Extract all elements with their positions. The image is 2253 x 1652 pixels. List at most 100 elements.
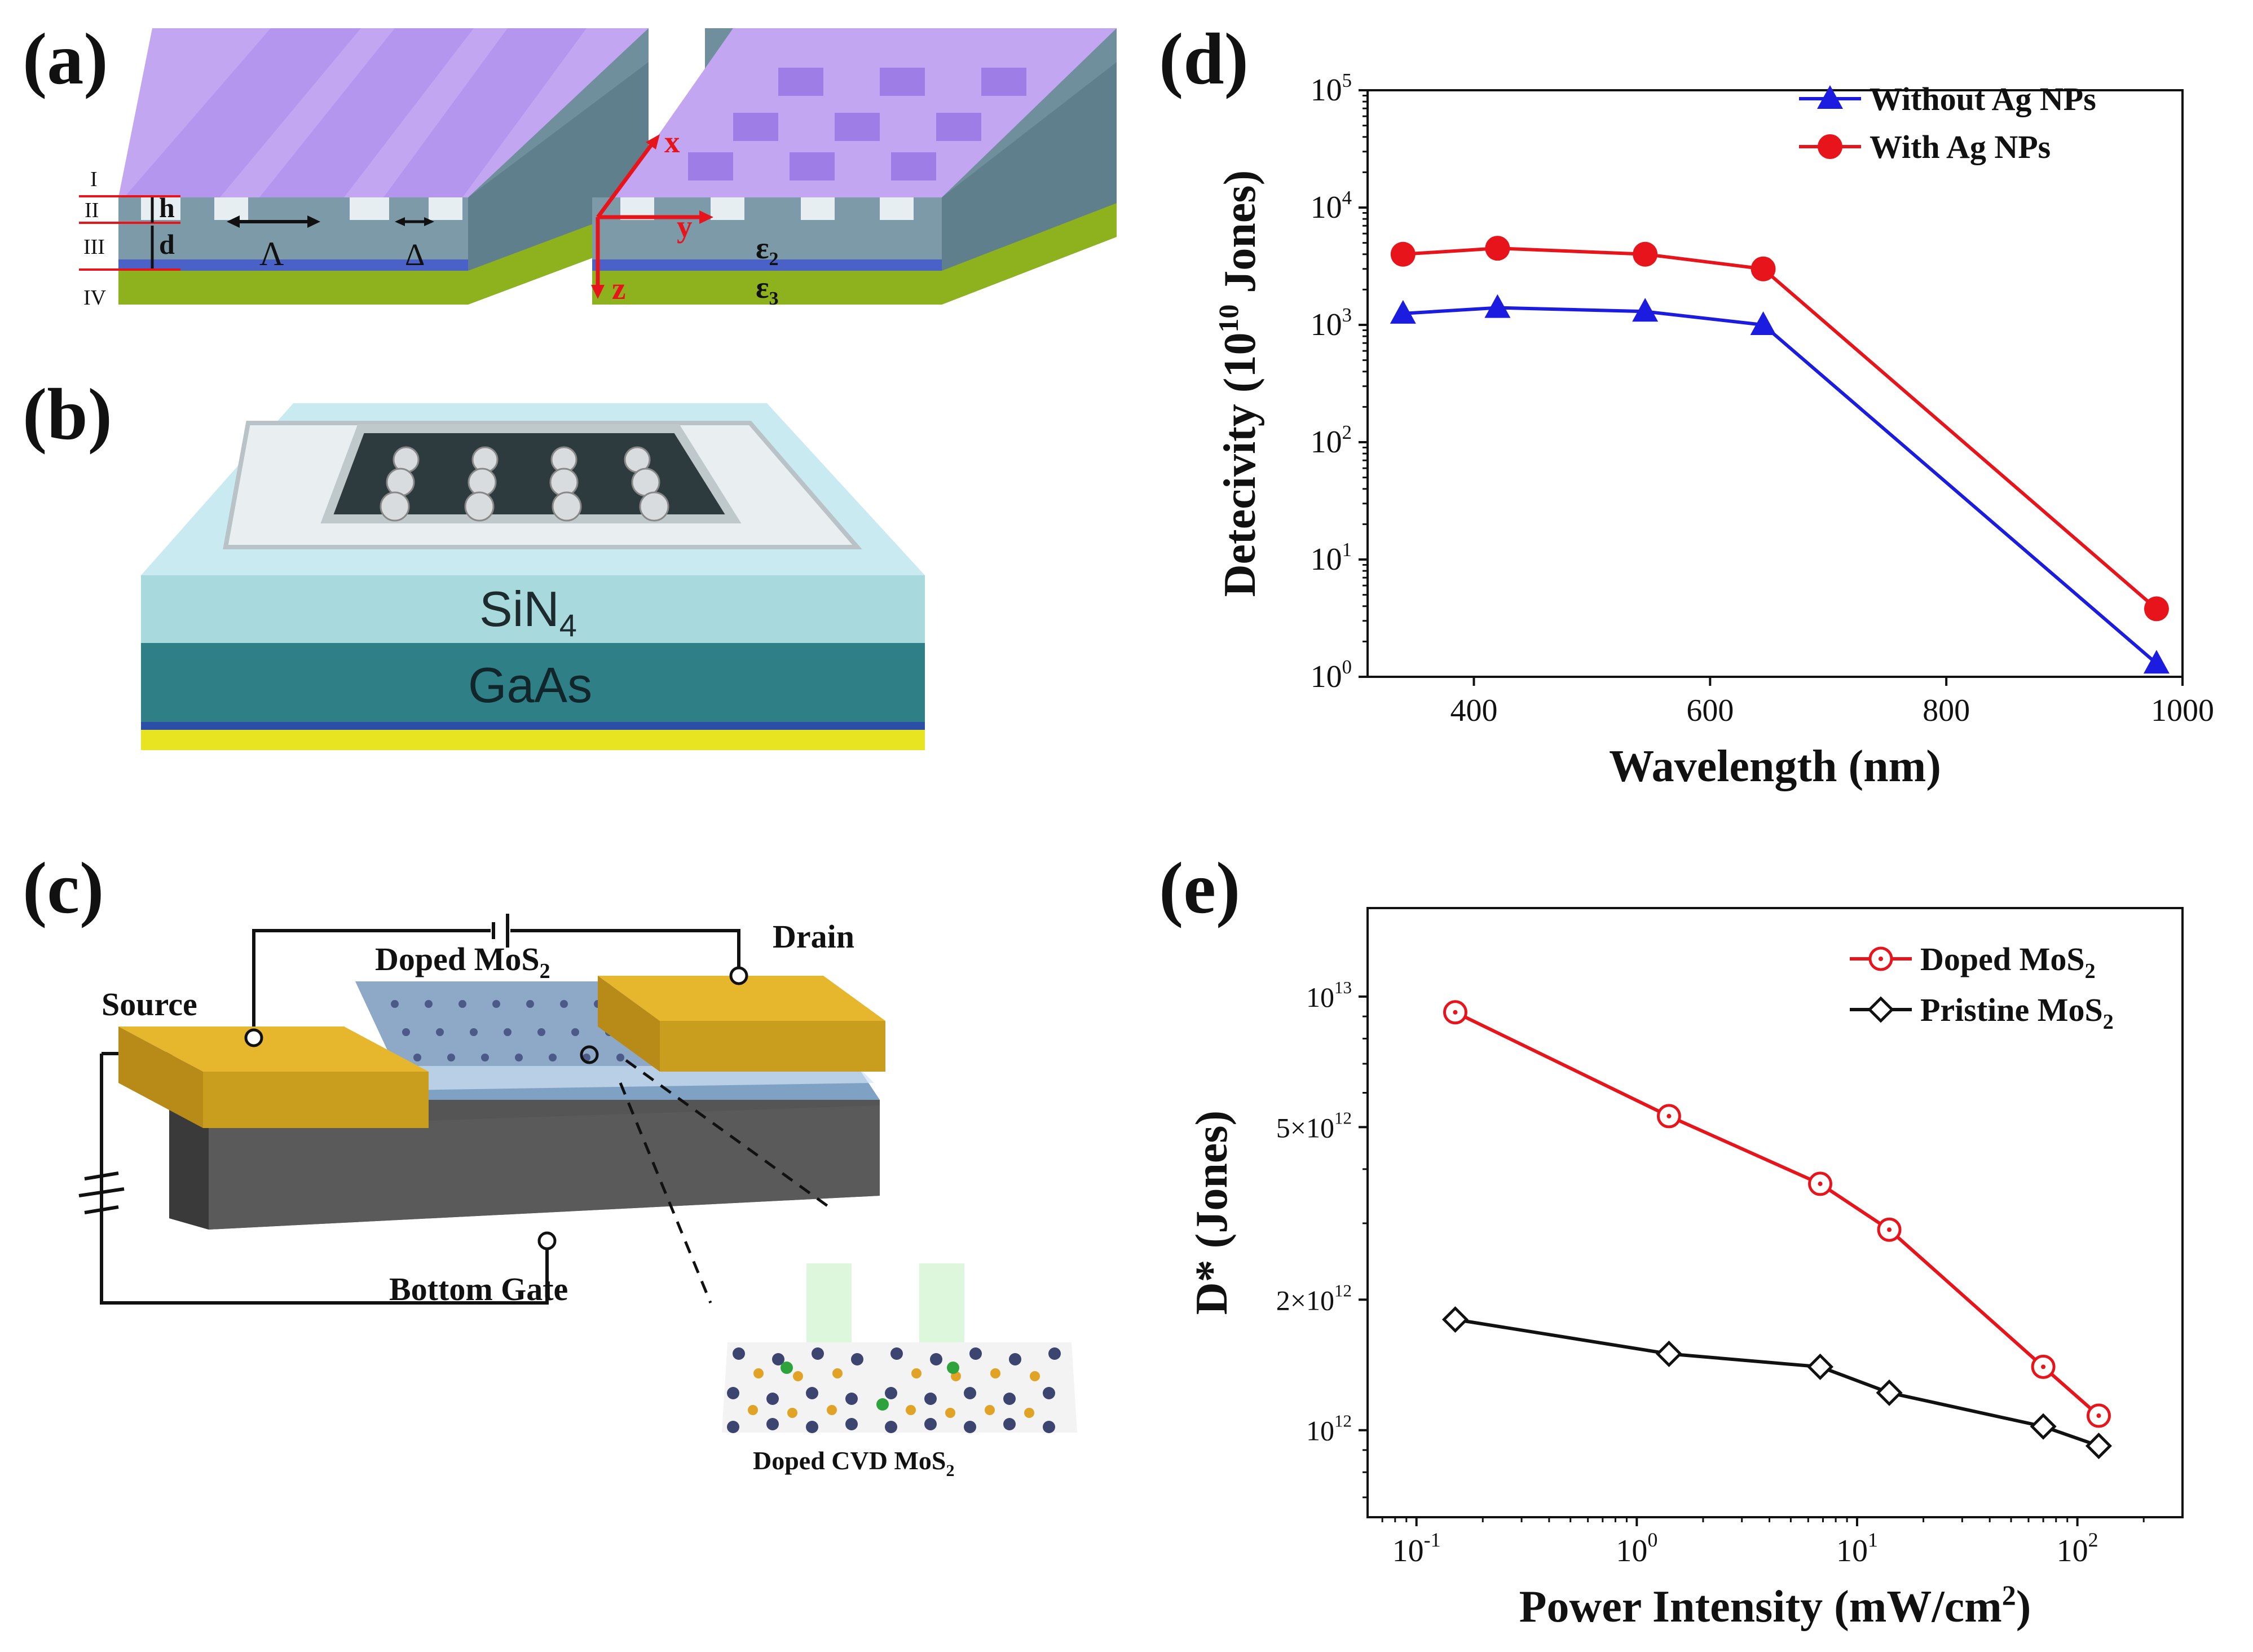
layer-label-2: II (85, 199, 99, 222)
y-tick-label-base: 10 (1311, 73, 1342, 108)
x-tick-label: 800 (1923, 693, 1970, 728)
layer-label-3: III (83, 235, 105, 259)
dim-period: Λ (259, 235, 284, 272)
axis-z: z (612, 271, 625, 306)
x-tick-label-exp: 0 (1647, 1528, 1657, 1551)
data-point-s1-6-dot (2096, 1413, 2101, 1418)
layer-label-4: IV (83, 286, 107, 310)
y-tick-label: 103 (1311, 304, 1352, 342)
legend-label-text-1: Without Ag NPs (1870, 81, 2096, 117)
y-tick-label: 102 (1311, 421, 1352, 460)
data-point-s2-1 (1390, 241, 1416, 267)
plot-frame (1366, 907, 2184, 1518)
y-tick-label-base: 10 (1311, 190, 1342, 225)
axis-y: y (677, 209, 693, 244)
legend-label-sub-1: 2 (2085, 959, 2096, 983)
x-axis-label-text: Wavelength (nm) (1609, 742, 1941, 791)
svg-text:Doped CVD MoS2: Doped CVD MoS2 (753, 1446, 954, 1480)
data-point-s2-3 (1806, 1353, 1834, 1380)
inset-subscript: 2 (946, 1461, 954, 1480)
data-point-s1-6 (2086, 1403, 2111, 1428)
inset-label: Doped CVD MoS (753, 1446, 946, 1475)
series-line-2 (1454, 1318, 2100, 1448)
y-tick-label-exp: 12 (1334, 1280, 1352, 1300)
layer-sin-subscript: 4 (559, 607, 577, 643)
x-axis-label-sup: 2 (2002, 1579, 2016, 1611)
panel-b-label: (b) (23, 374, 112, 455)
fet-device-schematic: Source Drain Doped MoS2 Bottom Gate Dope… (78, 914, 1077, 1480)
legend-marker-1 (1817, 85, 1843, 109)
x-axis-label: Power Intensity (mW/cm2) (1519, 1579, 2031, 1632)
panel-d: (d) 400 600 800 1000 100 101 102 103 104 105 Wavel… (1128, 0, 2253, 835)
axis-x: x (664, 125, 680, 159)
y-tick-label: 101 (1311, 539, 1352, 577)
data-point-s2-5 (2030, 1413, 2057, 1440)
y-axis-label-post: Jones) (1215, 170, 1265, 305)
legend-label-base-1: Doped MoS (1920, 941, 2085, 977)
grating-1d-slab (118, 28, 649, 305)
eps2-label: ε (756, 231, 769, 265)
legend-label-base-2: Pristine MoS (1920, 992, 2103, 1028)
data-point-s1-4 (1750, 311, 1776, 335)
data-point-s1-4-dot (1887, 1227, 1892, 1232)
legend-label-1: Without Ag NPs (1870, 81, 2096, 117)
y-tick-label-exp: 5 (1342, 69, 1352, 91)
y-axis-label: D* (Jones) (1187, 1111, 1237, 1315)
y-axis-label-pre: Detecivity (10 (1215, 333, 1265, 597)
legend-label-text-2: With Ag NPs (1870, 129, 2051, 165)
legend-marker-1-dot (1879, 957, 1883, 961)
x-axis-label-post: ) (2016, 1582, 2031, 1632)
legend-marker-2 (1867, 996, 1894, 1023)
dim-h: h (159, 192, 175, 223)
x-tick-label: 400 (1450, 693, 1497, 728)
panel-c-label: (c) (23, 848, 104, 929)
data-point-s2-3 (1633, 241, 1658, 267)
data-point-s2-6 (2085, 1433, 2113, 1460)
y-tick-label-base: 5×10 (1276, 1112, 1334, 1143)
x-tick-label-text: 600 (1686, 693, 1734, 728)
y-axis-label-sup: 10 (1213, 305, 1244, 333)
eps2-subscript: 2 (769, 249, 779, 270)
channel-label: Doped MoS (375, 941, 540, 977)
data-point-s2-2 (1485, 236, 1510, 261)
series-line-2 (1403, 246, 2158, 610)
detectivity-chart: 400 600 800 1000100101102103104105Wavelengt… (1213, 69, 2214, 791)
data-point-s1-4 (1877, 1217, 1902, 1242)
y-tick-label-exp: 0 (1342, 656, 1352, 678)
y-tick-label-base: 10 (1311, 659, 1342, 694)
data-point-s1-5 (2031, 1354, 2056, 1379)
plot-frame (1366, 89, 2184, 678)
series-line-1 (1403, 306, 2158, 665)
x-tick-label-exp: 2 (2088, 1528, 2098, 1551)
y-tick-label-exp: 2 (1342, 421, 1352, 443)
y-tick-label-exp: 3 (1342, 304, 1352, 326)
data-point-s1-1 (1390, 299, 1416, 324)
y-tick-label: 2×1012 (1276, 1280, 1352, 1316)
y-tick-label-exp: 12 (1334, 1411, 1352, 1431)
nanoparticle-array (380, 446, 669, 522)
x-tick-label: 102 (2057, 1528, 2098, 1569)
y-tick-label-base: 10 (1311, 542, 1342, 577)
x-tick-label-exp: -1 (1424, 1528, 1441, 1551)
eps3-subscript: 3 (769, 288, 779, 309)
dim-d: d (159, 228, 175, 260)
data-point-s1-3 (1808, 1171, 1833, 1196)
data-point-s2-1 (1441, 1306, 1469, 1333)
data-point-s1-2 (1656, 1104, 1681, 1129)
layer-label-1: I (90, 168, 98, 191)
legend-label-2: With Ag NPs (1870, 129, 2051, 165)
y-tick-label: 1013 (1306, 977, 1352, 1013)
drain-label: Drain (773, 918, 854, 955)
y-tick-label: 1012 (1306, 1411, 1352, 1447)
legend-label-1: Doped MoS2 (1920, 941, 2096, 983)
x-tick-label: 101 (1836, 1528, 1878, 1569)
x-tick-label: 1000 (2151, 693, 2214, 728)
dim-width: Δ (405, 237, 425, 272)
panel-d-label: (d) (1159, 19, 1249, 100)
x-axis-label: Wavelength (nm) (1609, 742, 1941, 791)
y-tick-label-exp: 1 (1342, 539, 1352, 561)
panel-a-label: (a) (23, 19, 108, 100)
x-tick-label-text: 400 (1450, 693, 1497, 728)
y-tick-label-base: 10 (1306, 1415, 1334, 1447)
x-tick-label: 600 (1686, 693, 1734, 728)
